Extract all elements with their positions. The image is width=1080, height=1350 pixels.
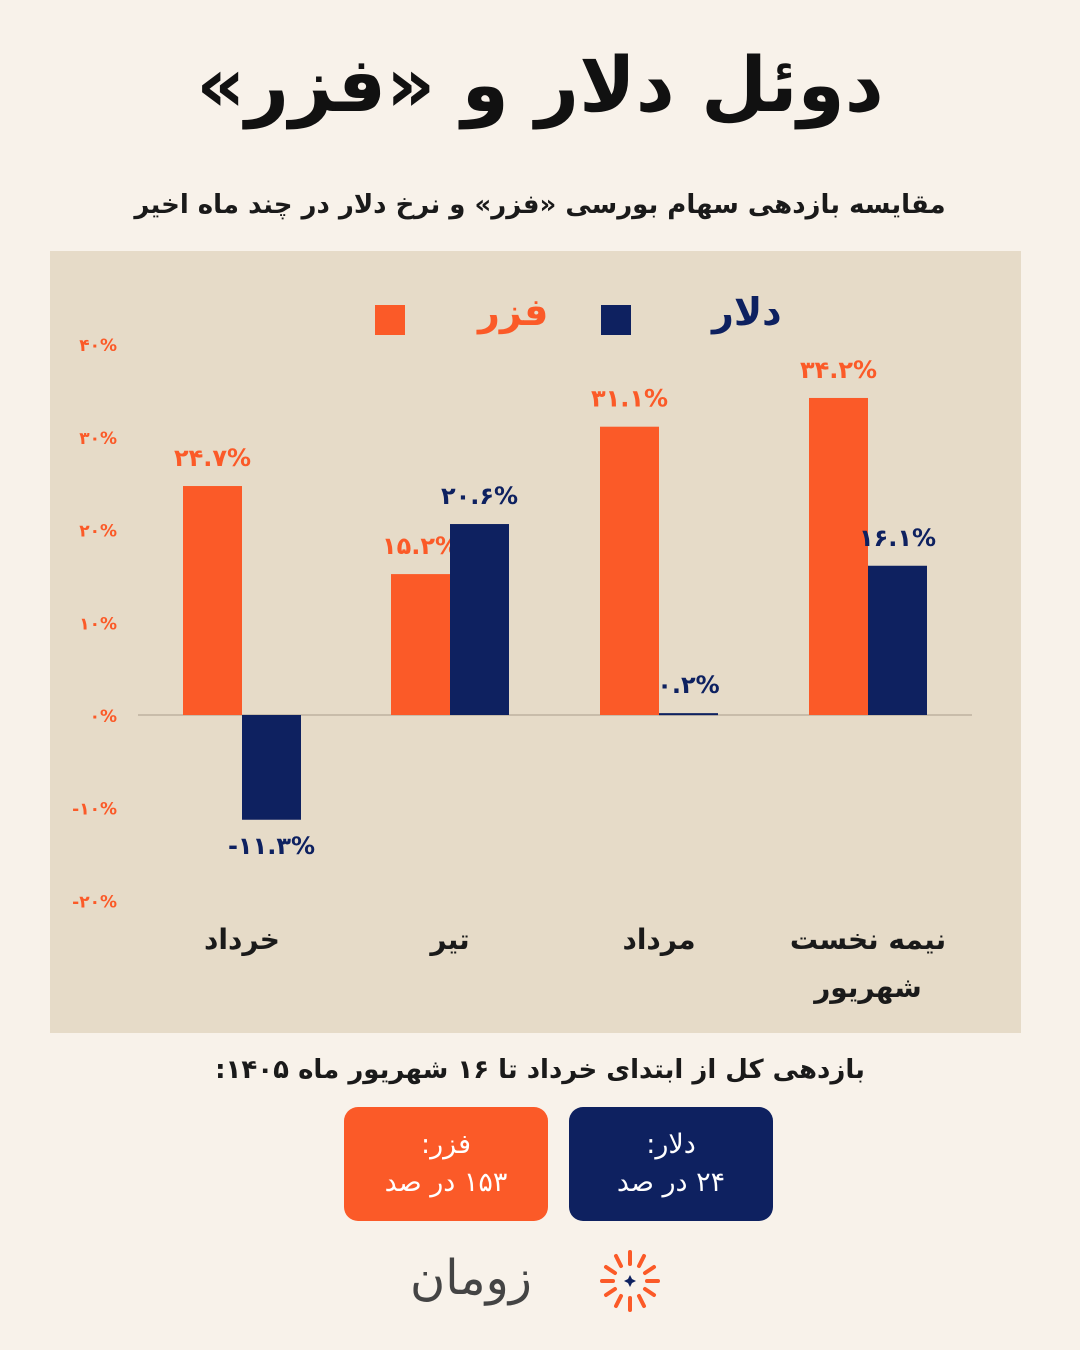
bar-fazr [809, 397, 868, 715]
sunburst-logo-icon [600, 1250, 660, 1312]
bar-dollar [242, 715, 301, 820]
y-tick-label: ۳۰% [79, 429, 117, 449]
chart-title: دوئل دلار و «فزر» [196, 40, 884, 129]
category-label: خرداد [204, 923, 280, 956]
bar-dollar [659, 713, 718, 716]
data-label-fazr: ۲۴.۷% [174, 444, 251, 472]
data-label-fazr: ۱۵.۲% [382, 532, 459, 560]
category-label: نیمه نخست [790, 923, 946, 956]
dollar-total-box: دلار: ۲۴ در صد [569, 1107, 773, 1221]
total-return-label: بازدهی کل از ابتدای خرداد تا ۱۶ شهریور م… [215, 1055, 865, 1085]
y-tick-label: -۲۰% [72, 892, 117, 912]
dollar-total-value: ۲۴ در صد [616, 1167, 726, 1198]
data-label-fazr: ۳۱.۱% [591, 385, 668, 413]
y-tick-label: ۰% [90, 707, 117, 727]
y-tick-label: ۴۰% [79, 336, 117, 356]
data-label-fazr: ۳۴.۲% [800, 356, 877, 384]
brand-name: زومان [410, 1250, 532, 1306]
legend-swatch-dollar [601, 305, 631, 335]
y-tick-label: ۱۰% [79, 614, 117, 634]
y-tick-label: -۱۰% [72, 800, 117, 820]
dollar-total-name: دلار: [646, 1129, 696, 1160]
fazr-total-name: فزر: [421, 1129, 471, 1160]
fazr-total-box: فزر: ۱۵۳ در صد [344, 1107, 548, 1221]
bar-dollar [868, 565, 927, 715]
fazr-total-value: ۱۵۳ در صد [384, 1167, 508, 1198]
y-tick-label: ۲۰% [79, 522, 117, 542]
data-label-dollar: ۰.۲% [657, 671, 719, 699]
category-label: شهریور [812, 971, 922, 1004]
bar-chart: ۴۰% ۳۰% ۲۰% ۱۰% ۰% -۱۰% -۲۰% ۲۴.۷% -۱۱.۳% خرداد ۱۵… [72, 290, 972, 1004]
bar-fazr [391, 574, 450, 715]
category-label: تیر [428, 923, 469, 956]
legend-swatch-fazr [375, 305, 405, 335]
brand: زومان [410, 1240, 670, 1320]
category-label: مرداد [622, 923, 695, 956]
data-label-dollar: ۱۶.۱% [859, 524, 936, 552]
legend-label-fazr: فزر [476, 290, 548, 334]
chart-panel: ۴۰% ۳۰% ۲۰% ۱۰% ۰% -۱۰% -۲۰% ۲۴.۷% -۱۱.۳% خرداد ۱۵… [50, 251, 1021, 1033]
bar-fazr [600, 426, 659, 715]
bar-fazr [183, 486, 242, 715]
bar-dollar [450, 524, 509, 715]
data-label-dollar: -۱۱.۳% [228, 832, 315, 860]
legend-label-dollar: دلار [710, 290, 782, 334]
chart-subtitle: مقایسه بازدهی سهام بورسی «فزر» و نرخ دلا… [134, 190, 946, 220]
data-label-dollar: ۲۰.۶% [441, 482, 518, 510]
